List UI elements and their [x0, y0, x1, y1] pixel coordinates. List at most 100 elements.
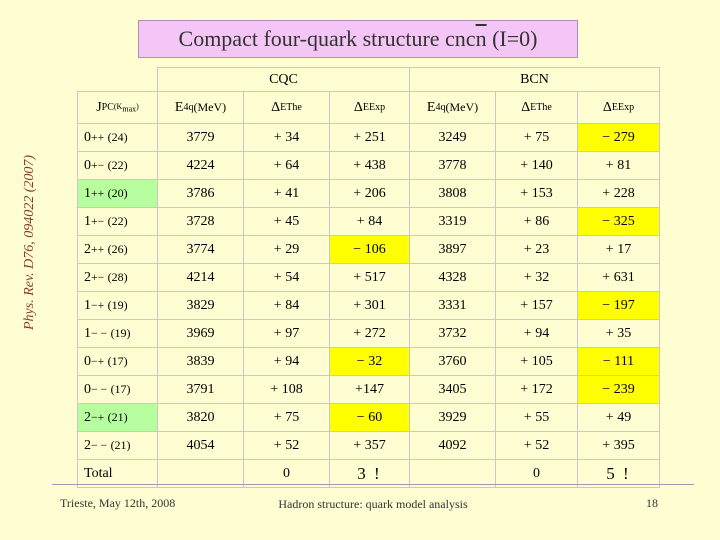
- bcn-delta-the: + 172: [495, 375, 578, 404]
- bcn-delta-exp: + 631: [577, 263, 660, 292]
- cqc-delta-the: + 34: [243, 123, 330, 152]
- cqc-delta-exp: + 251: [329, 123, 410, 152]
- bcn-delta-the: + 140: [495, 151, 578, 180]
- header-bcn-delta-the: Δ E The: [495, 91, 578, 124]
- bcn-e4q: 3249: [409, 123, 496, 152]
- bcn-delta-the: + 153: [495, 179, 578, 208]
- cqc-delta-the: + 54: [243, 263, 330, 292]
- cqc-delta-exp: + 301: [329, 291, 410, 320]
- state-label: 2 +− (28): [77, 263, 158, 292]
- bcn-delta-the: + 157: [495, 291, 578, 320]
- cqc-delta-the: + 94: [243, 347, 330, 376]
- bcn-delta-exp: + 81: [577, 151, 660, 180]
- group-bcn: BCN: [409, 67, 660, 92]
- bcn-delta-the: + 75: [495, 123, 578, 152]
- cqc-e4q: 3829: [157, 291, 244, 320]
- bcn-delta-exp: + 35: [577, 319, 660, 348]
- bcn-delta-exp: − 111: [577, 347, 660, 376]
- footer-divider: [52, 484, 694, 485]
- state-label: 2− − (21): [77, 431, 158, 460]
- cqc-e4q: 3774: [157, 235, 244, 264]
- header-jpc: J PC (Kmax): [77, 91, 158, 124]
- cqc-e4q: 3969: [157, 319, 244, 348]
- cqc-delta-the: + 64: [243, 151, 330, 180]
- cqc-delta-the: + 45: [243, 207, 330, 236]
- bcn-delta-the: + 86: [495, 207, 578, 236]
- group-cqc: CQC: [157, 67, 410, 92]
- bcn-e4q: 4092: [409, 431, 496, 460]
- state-label: 0 −+ (17): [77, 347, 158, 376]
- cqc-e4q: 4054: [157, 431, 244, 460]
- bcn-delta-exp: + 49: [577, 403, 660, 432]
- results-table: CQC BCN J PC (Kmax) E 4q (MeV) Δ E The Δ E Exp E 4q (…: [77, 67, 660, 514]
- bcn-e4q: 3929: [409, 403, 496, 432]
- cqc-delta-the: + 29: [243, 235, 330, 264]
- state-label: 2 −+ (21): [77, 403, 158, 432]
- bcn-delta-exp: − 239: [577, 375, 660, 404]
- bcn-e4q: 3319: [409, 207, 496, 236]
- cqc-delta-the: + 52: [243, 431, 330, 460]
- cqc-e4q: 3839: [157, 347, 244, 376]
- cqc-delta-the: + 84: [243, 291, 330, 320]
- footer-page-number: 18: [646, 496, 658, 510]
- cqc-e4q: 4214: [157, 263, 244, 292]
- cqc-delta-exp: + 517: [329, 263, 410, 292]
- cqc-e4q: 3779: [157, 123, 244, 152]
- bcn-e4q: 3331: [409, 291, 496, 320]
- bcn-e4q: 3808: [409, 179, 496, 208]
- bcn-e4q: 3897: [409, 235, 496, 264]
- cqc-delta-exp: + 438: [329, 151, 410, 180]
- bcn-e4q: 3405: [409, 375, 496, 404]
- header-cqc-delta-the: Δ E The: [243, 91, 330, 124]
- cqc-e4q: 3820: [157, 403, 244, 432]
- cqc-delta-the: + 108: [243, 375, 330, 404]
- cqc-delta-exp: + 84: [329, 207, 410, 236]
- state-label: 1− − (19): [77, 319, 158, 348]
- cqc-delta-exp: + 357: [329, 431, 410, 460]
- cqc-delta-exp: + 272: [329, 319, 410, 348]
- header-bcn-e4q: E 4q (MeV): [409, 91, 496, 124]
- bcn-e4q: 4328: [409, 263, 496, 292]
- state-label: 1 −+ (19): [77, 291, 158, 320]
- header-cqc-e4q: E 4q (MeV): [157, 91, 244, 124]
- cqc-e4q: 3791: [157, 375, 244, 404]
- state-label: 0 ++ (24): [77, 123, 158, 152]
- cqc-e4q: 4224: [157, 151, 244, 180]
- cqc-delta-the: + 97: [243, 319, 330, 348]
- bcn-delta-the: + 23: [495, 235, 578, 264]
- bcn-delta-exp: − 279: [577, 123, 660, 152]
- cqc-delta-the: + 75: [243, 403, 330, 432]
- cqc-delta-exp: − 60: [329, 403, 410, 432]
- title-text: Compact four-quark structure cncn (I=0): [178, 26, 538, 51]
- header-bcn-delta-exp: Δ E Exp: [577, 91, 660, 124]
- cqc-delta-the: + 41: [243, 179, 330, 208]
- state-label: 1 ++ (20): [77, 179, 158, 208]
- cqc-e4q: 3786: [157, 179, 244, 208]
- bcn-delta-the: + 94: [495, 319, 578, 348]
- state-label: 0 +− (22): [77, 151, 158, 180]
- cqc-delta-exp: − 32: [329, 347, 410, 376]
- bcn-delta-the: + 32: [495, 263, 578, 292]
- footer-title: Hadron structure: quark model analysis: [278, 497, 468, 511]
- bcn-delta-the: + 55: [495, 403, 578, 432]
- state-label: 0− − (17): [77, 375, 158, 404]
- bcn-e4q: 3732: [409, 319, 496, 348]
- bcn-e4q: 3760: [409, 347, 496, 376]
- cqc-delta-exp: +147: [329, 375, 410, 404]
- reference-citation: Phys. Rev. D76, 094022 (2007): [22, 154, 37, 330]
- state-label: 1 +− (22): [77, 207, 158, 236]
- bcn-delta-exp: − 325: [577, 207, 660, 236]
- bcn-delta-the: + 52: [495, 431, 578, 460]
- cqc-delta-exp: + 206: [329, 179, 410, 208]
- bcn-delta-exp: + 228: [577, 179, 660, 208]
- slide-title: Compact four-quark structure cncn (I=0): [138, 20, 578, 58]
- state-label: 2 ++ (26): [77, 235, 158, 264]
- empty-corner: [77, 67, 158, 92]
- bcn-delta-exp: − 197: [577, 291, 660, 320]
- bcn-e4q: 3778: [409, 151, 496, 180]
- header-cqc-delta-exp: Δ E Exp: [329, 91, 410, 124]
- cqc-delta-exp: − 106: [329, 235, 410, 264]
- cqc-e4q: 3728: [157, 207, 244, 236]
- bcn-delta-the: + 105: [495, 347, 578, 376]
- bcn-delta-exp: + 395: [577, 431, 660, 460]
